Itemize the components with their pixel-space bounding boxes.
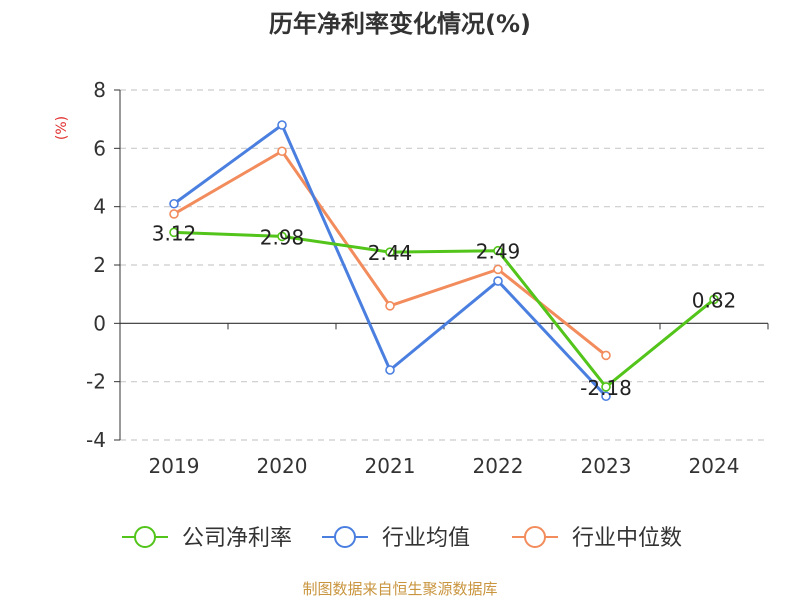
y-tick-label: 8: [93, 78, 106, 102]
data-point: [493, 264, 503, 275]
data-point: [169, 209, 179, 219]
data-point: [601, 391, 611, 402]
x-tick-label: 2019: [149, 454, 200, 478]
data-label: 0.82: [692, 288, 737, 312]
data-point: [601, 382, 611, 392]
grid-lines: [120, 89, 768, 441]
data-point: [277, 120, 287, 130]
data-point: [493, 245, 503, 256]
data-point: [709, 294, 719, 305]
y-tick-label: 6: [93, 136, 106, 160]
data-label: 2.49: [476, 240, 521, 264]
series-layer: [169, 120, 719, 402]
x-tick-label: 2024: [689, 454, 740, 478]
source-note: 制图数据来自恒生聚源数据库: [302, 580, 498, 598]
data-point: [385, 301, 395, 311]
legend-label: 公司净利率: [182, 526, 292, 551]
data-point: [169, 198, 179, 209]
x-tick-label: 2020: [257, 454, 308, 478]
data-label: 2.44: [368, 241, 413, 265]
x-tick-label: 2023: [581, 454, 632, 478]
y-tick-label: -2: [86, 370, 106, 394]
data-point: [601, 350, 611, 361]
data-label: 3.12: [152, 221, 197, 245]
data-point: [169, 227, 179, 238]
data-label: 2.98: [260, 225, 305, 249]
data-point: [277, 231, 287, 242]
y-tick-label: 4: [93, 195, 106, 219]
data-point: [493, 276, 503, 286]
y-tick-label: -4: [86, 428, 106, 452]
x-tick-label: 2021: [365, 454, 416, 478]
legend-marker: [524, 526, 546, 548]
data-point: [277, 146, 287, 157]
data-label: -2.18: [580, 376, 632, 400]
y-tick-label: 0: [93, 311, 106, 335]
legend: 公司净利率 行业均值 行业中位数: [122, 526, 682, 551]
data-labels: 3.12 2.98 2.44 2.49 -2.18 0.82: [152, 221, 737, 400]
x-tick-label: 2022: [473, 454, 524, 478]
y-axis-label: (%): [54, 116, 70, 140]
axes: -4 -2 0 2 4 6 8 2019 2020 2021 2022 2023 2024 (%): [54, 78, 769, 478]
data-point: [385, 365, 395, 375]
y-tick-label: 2: [93, 253, 106, 277]
series-line-0: [173, 230, 715, 389]
legend-label: 行业均值: [382, 526, 470, 551]
legend-marker: [334, 526, 356, 548]
data-point: [385, 247, 395, 257]
chart-title: 历年净利率变化情况(%): [269, 10, 531, 38]
legend-marker: [134, 526, 156, 548]
legend-label: 行业中位数: [572, 526, 682, 551]
